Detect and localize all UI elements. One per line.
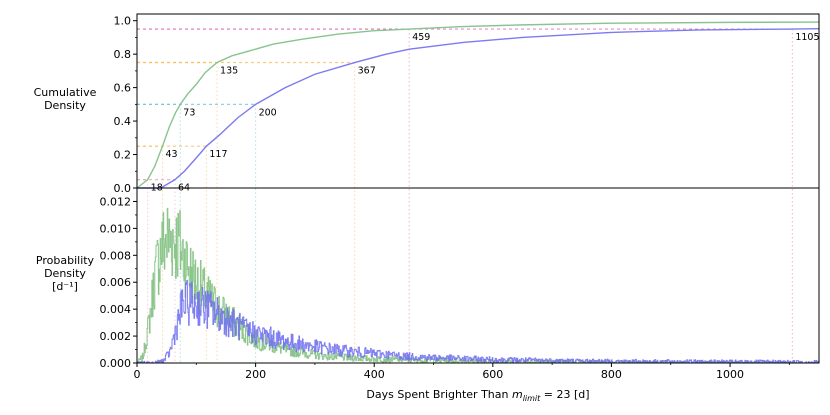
quantile-label-6: 135: [220, 66, 238, 77]
top-ytick-label-5: 1.0: [114, 15, 132, 28]
x-axis-label: Days Spent Brighter Than mlimit = 23 [d]: [366, 388, 589, 403]
bottom-ytick-label-2: 0.004: [100, 303, 132, 316]
bottom-ylabel: Probability Density [d⁻¹]: [36, 254, 95, 293]
density-histogram-1: [137, 279, 820, 364]
top-frame: [136, 13, 820, 189]
probability-density-panel: 0.000 0.002 0.004 0.006 0.008 0.010 0.012 0 200 4…: [100, 187, 820, 381]
quantile-label-9: 1105: [795, 32, 819, 43]
top-ytick-label-3: 0.6: [114, 82, 132, 95]
bottom-frame: [136, 187, 820, 364]
xtick-label-1: 200: [245, 368, 266, 381]
top-ytick-label-2: 0.4: [114, 115, 132, 128]
quantile-label-5: 200: [259, 107, 277, 118]
bottom-ytick-label-3: 0.006: [100, 276, 132, 289]
xtick-label-4: 800: [601, 368, 622, 381]
quantile-label-7: 367: [358, 66, 376, 77]
xtick-label-0: 0: [134, 368, 141, 381]
bottom-ytick-label-5: 0.010: [100, 222, 132, 235]
top-ytick-label-1: 0.2: [114, 149, 132, 162]
top-ylabel: Cumulative Density: [34, 86, 97, 112]
top-ytick-label-0: 0.0: [114, 182, 132, 195]
axis-labels: Cumulative Density Probability Density [d⁻¹]…: [34, 86, 590, 403]
top-ytick-label-4: 0.8: [114, 48, 132, 61]
quantile-label-3: 117: [209, 149, 227, 160]
quantile-label-8: 459: [412, 32, 430, 43]
quantile-label-4: 73: [183, 107, 195, 118]
xtick-label-3: 600: [482, 368, 503, 381]
xtick-label-2: 400: [364, 368, 385, 381]
quantile-label-2: 43: [166, 149, 178, 160]
bottom-ytick-label-1: 0.002: [100, 330, 132, 343]
bottom-ytick-label-0: 0.000: [100, 357, 132, 370]
bottom-ytick-label-6: 0.012: [100, 195, 132, 208]
bottom-ytick-label-4: 0.008: [100, 249, 132, 262]
xtick-label-5: 1000: [716, 368, 744, 381]
cumulative-curve-0: [136, 21, 820, 189]
cumulative-curve-1: [137, 28, 820, 189]
